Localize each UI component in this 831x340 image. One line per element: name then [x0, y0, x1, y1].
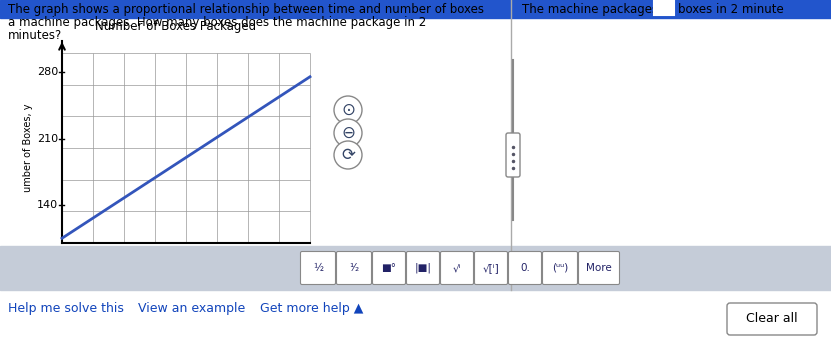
FancyBboxPatch shape: [727, 303, 817, 335]
Text: Get more help ▲: Get more help ▲: [260, 302, 363, 315]
Text: umber of Boxes, y: umber of Boxes, y: [23, 104, 33, 192]
Bar: [512, 5, 831, 290]
Text: ⟳: ⟳: [341, 146, 355, 164]
FancyBboxPatch shape: [475, 252, 508, 285]
Text: 210: 210: [37, 134, 58, 143]
Text: minutes?: minutes?: [8, 29, 62, 42]
Text: The graph shows a proportional relationship between time and number of boxes: The graph shows a proportional relations…: [8, 3, 484, 16]
Bar: [0, 5, 510, 290]
Text: boxes in 2 minute: boxes in 2 minute: [678, 3, 784, 16]
FancyBboxPatch shape: [509, 252, 542, 285]
FancyBboxPatch shape: [372, 252, 406, 285]
FancyBboxPatch shape: [337, 252, 371, 285]
Text: 0.: 0.: [520, 263, 530, 273]
Circle shape: [334, 119, 362, 147]
Text: |■|: |■|: [415, 263, 431, 273]
FancyBboxPatch shape: [406, 252, 440, 285]
Circle shape: [334, 141, 362, 169]
FancyBboxPatch shape: [543, 252, 578, 285]
FancyBboxPatch shape: [578, 252, 619, 285]
Bar: [0, 246, 831, 290]
Text: Clear all: Clear all: [746, 312, 798, 325]
Text: (ᵘᵘ): (ᵘᵘ): [552, 263, 568, 273]
FancyBboxPatch shape: [301, 252, 336, 285]
Text: The machine packages: The machine packages: [522, 3, 658, 16]
Text: View an example: View an example: [138, 302, 245, 315]
Text: ⊙: ⊙: [341, 101, 355, 119]
Bar: [62, 53, 310, 243]
Bar: [654, 0, 674, 15]
Text: 140: 140: [37, 200, 58, 210]
FancyBboxPatch shape: [506, 133, 520, 177]
Text: ⊖: ⊖: [341, 124, 355, 142]
Text: Number of Boxes Packaged: Number of Boxes Packaged: [96, 20, 257, 33]
Text: More: More: [586, 263, 612, 273]
Circle shape: [334, 96, 362, 124]
Text: ¹⁄₂: ¹⁄₂: [349, 263, 359, 273]
Text: ■°: ■°: [381, 263, 396, 273]
Text: a machine packages. How many boxes does the machine package in 2: a machine packages. How many boxes does …: [8, 16, 426, 29]
Text: √[ⁱ]: √[ⁱ]: [483, 263, 499, 273]
Bar: [0, 0, 831, 18]
Bar: [0, 290, 831, 340]
Text: 280: 280: [37, 67, 58, 77]
Text: √ⁱ: √ⁱ: [453, 263, 461, 273]
FancyBboxPatch shape: [440, 252, 474, 285]
Text: Help me solve this: Help me solve this: [8, 302, 124, 315]
Text: ½: ½: [313, 263, 323, 273]
